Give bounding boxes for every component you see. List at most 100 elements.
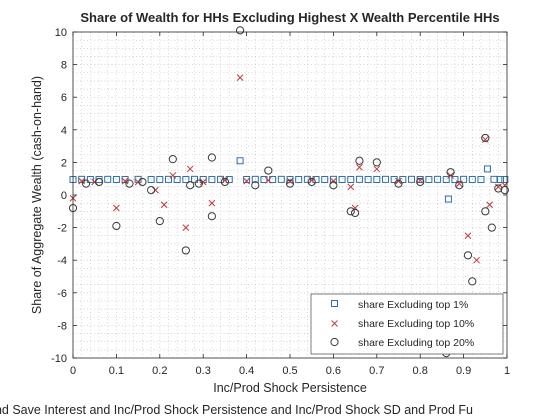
data-point-x (264, 176, 272, 184)
data-point-x (373, 165, 381, 173)
data-point-square (373, 176, 381, 184)
data-point-square (121, 176, 129, 184)
data-point-square (236, 157, 244, 165)
x-tick-label: 0.5 (282, 365, 297, 377)
data-point-x (91, 178, 99, 186)
data-point-x (160, 201, 168, 209)
data-point-circle (181, 246, 190, 255)
data-point-x (347, 183, 355, 191)
y-tick-label: 10 (55, 27, 67, 39)
legend-label-top10: share Excluding top 10% (358, 318, 474, 330)
data-point-square (364, 176, 372, 184)
data-point-circle (112, 221, 121, 231)
data-point-circle (207, 153, 216, 162)
series-3 (68, 26, 509, 358)
legend-box (310, 293, 504, 355)
data-point-square (490, 175, 498, 183)
data-point-x (416, 176, 424, 184)
data-point-x (481, 136, 489, 143)
data-point-square (173, 176, 181, 184)
data-point-square (147, 176, 155, 184)
legend-circle-marker-icon (330, 337, 339, 347)
data-point-circle (168, 155, 177, 164)
data-point-circle (468, 277, 477, 286)
data-point-square (243, 176, 251, 184)
legend: share Excluding top 1% share Excluding t… (310, 293, 504, 355)
data-point-circle (481, 207, 490, 216)
data-point-circle (481, 133, 490, 143)
data-point-circle (155, 216, 164, 226)
data-point-square (451, 176, 459, 184)
data-point-circle (138, 177, 147, 187)
data-point-x (395, 177, 402, 185)
y-tick-label: 0 (61, 190, 67, 202)
data-point-x (243, 177, 250, 185)
data-point-circle (285, 179, 295, 188)
data-point-circle (220, 177, 229, 187)
y-tick-label: 8 (61, 60, 67, 72)
data-point-circle (194, 179, 203, 188)
data-point-circle (235, 26, 245, 35)
legend-label-top1: share Excluding top 1% (358, 299, 468, 311)
data-point-square (156, 176, 164, 184)
data-point-x (182, 224, 190, 231)
x-tick-label: 0.2 (152, 365, 167, 377)
data-point-circle (94, 177, 104, 187)
x-tick-label: 0.1 (109, 365, 124, 377)
data-point-square (78, 175, 86, 183)
data-point-x (121, 177, 129, 185)
data-point-square (251, 175, 259, 183)
data-point-x (464, 232, 472, 240)
x-tick-label: 0.7 (369, 365, 384, 377)
data-point-circle (446, 168, 455, 177)
data-point-square (460, 175, 468, 183)
data-marks (68, 26, 509, 358)
data-point-square (338, 176, 346, 184)
data-point-square (104, 175, 112, 183)
figure-caption: and Save Interest and Inc/Prod Shock Per… (0, 403, 473, 417)
y-axis-label: Share of Aggregate Wealth (cash-on-hand) (30, 76, 44, 314)
data-point-circle (329, 181, 338, 190)
data-point-square (477, 176, 485, 184)
data-point-circle (487, 223, 496, 232)
data-point-square (112, 176, 120, 184)
data-point-square (381, 175, 389, 183)
data-point-x (134, 178, 142, 186)
data-point-circle (147, 186, 156, 195)
y-tick-label: -10 (51, 353, 67, 365)
data-point-square (347, 176, 355, 184)
x-tick-label: 0.4 (239, 365, 254, 377)
data-point-square (408, 175, 416, 183)
data-point-square (208, 176, 216, 184)
data-point-x (486, 201, 493, 209)
data-point-square (444, 195, 452, 203)
x-tick-label: 0.8 (413, 365, 428, 377)
axis-ticks: 0 0.1 0.2 0.3 0.4 0.5 0.6 0.7 0.8 0.9 1 -10 -8 -6 -4 -2… (51, 27, 510, 377)
data-point-x (199, 178, 207, 186)
data-point-circle (355, 156, 364, 165)
legend-label-top20: share Excluding top 20% (358, 337, 474, 349)
x-tick-label: 0 (70, 365, 76, 377)
data-point-square (501, 176, 509, 184)
data-point-circle (346, 207, 355, 216)
data-point-square (442, 176, 450, 184)
data-point-x (455, 180, 463, 187)
legend-square-marker-icon (331, 300, 338, 307)
data-point-x (236, 74, 244, 81)
data-point-circle (251, 181, 260, 190)
y-tick-label: -4 (57, 255, 67, 267)
data-point-circle (264, 166, 273, 175)
data-point-x (286, 177, 294, 185)
data-point-square (164, 175, 172, 183)
data-point-square (321, 176, 329, 184)
data-point-circle (394, 179, 403, 188)
data-point-x (473, 256, 480, 264)
data-point-x (308, 176, 316, 184)
data-point-x (78, 177, 86, 185)
data-point-square (425, 176, 433, 184)
data-point-square (355, 175, 363, 183)
data-point-x (494, 183, 502, 191)
data-point-x (221, 176, 229, 184)
data-point-square (277, 175, 285, 183)
